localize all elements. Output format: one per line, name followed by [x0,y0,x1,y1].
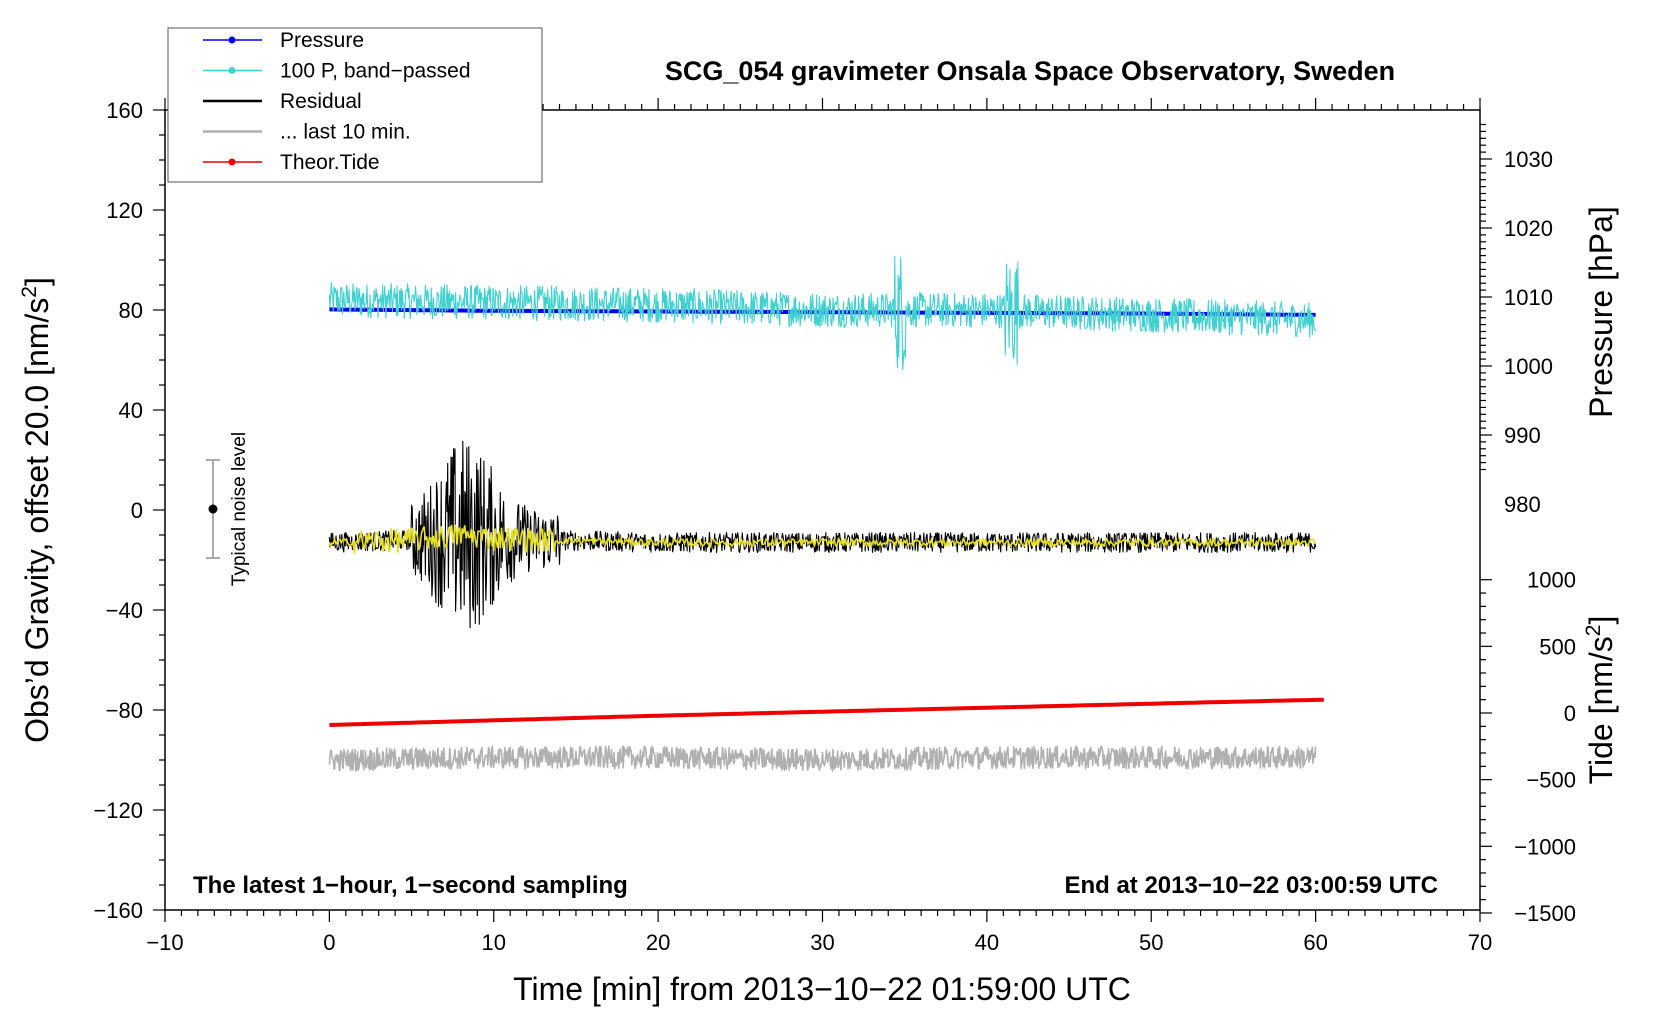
x-tick-label: −10 [146,930,183,955]
tide-tick-label: 500 [1539,634,1576,659]
x-tick-label: 30 [810,930,834,955]
pressure-tick-label: 1030 [1504,147,1553,172]
x-tick-label: 60 [1303,930,1327,955]
series-line [328,255,1317,371]
x-tick-label: 20 [646,930,670,955]
pressure-tick-label: 990 [1504,423,1541,448]
y-left-tick-label: −120 [93,798,143,823]
tide-axis: −1500 −1000 −500 0 500 1000 [1480,568,1576,926]
legend-marker [228,158,236,166]
pressure-tick-label: 1000 [1504,354,1553,379]
x-axis-title: Time [min] from 2013−10−22 01:59:00 UTC [513,971,1131,1007]
x-tick-label: 70 [1468,930,1492,955]
pressure-tick-label: 1020 [1504,216,1553,241]
residual-smoothed-line [328,524,1317,555]
pressure-axis-title: Pressure [hPa] [1583,206,1619,418]
noise-level-indicator: Typical noise level [206,432,250,586]
series-line [328,745,1317,772]
data-layer [328,255,1324,772]
tide-tick-label: 0 [1564,701,1576,726]
legend-label: 100 P, band−passed [280,60,471,83]
series-line [328,440,1317,629]
legend-box [167,27,543,183]
tide-axis-title: Tide [nm/s2] [1582,616,1619,785]
legend-label: ... last 10 min. [280,121,411,144]
legend-label: Residual [280,90,362,113]
chart-title: SCG_054 gravimeter Onsala Space Observat… [665,56,1395,86]
noise-label: Typical noise level [229,432,250,586]
tide-axis-title-sup: 2 [1582,625,1605,637]
legend-label: Pressure [280,29,364,52]
x-tick-label: 10 [482,930,506,955]
pressure-axis: 980 990 1000 1010 1020 1030 [1480,123,1553,517]
noise-dot [208,504,218,514]
annotation-bottom-right: End at 2013−10−22 03:00:59 UTC [1064,872,1438,899]
y-axis-left-title-sup: 2 [18,286,41,298]
y-left-tick-label: 0 [131,498,143,523]
tide-tick-label: −1000 [1514,834,1576,859]
legend-label: Theor.Tide [280,151,380,174]
tide-tick-label: 1000 [1527,568,1576,593]
y-axis-left: −160 −120 −80 −40 0 40 80 120 160 [93,98,165,923]
y-left-tick-label: 160 [106,98,143,123]
x-tick-label: 0 [323,930,335,955]
tide-tick-label: −1500 [1514,901,1576,926]
y-left-tick-label: −160 [93,898,143,923]
legend-marker [228,36,236,44]
x-tick-label: 40 [975,930,999,955]
y-left-tick-label: −40 [106,598,143,623]
tide-tick-label: −500 [1526,768,1576,793]
legend: Pressure 100 P, band−passed Residual ... la… [167,27,543,183]
y-left-tick-label: 40 [119,398,143,423]
series-line [329,697,1324,727]
x-tick-label: 50 [1139,930,1163,955]
legend-marker [228,67,236,74]
y-left-tick-label: 120 [106,198,143,223]
pressure-tick-label: 980 [1504,492,1541,517]
x-axis: −10 0 10 20 30 40 50 60 70 [146,98,1492,955]
pressure-tick-label: 1010 [1504,285,1553,310]
y-axis-left-title: Obs’d Gravity, offset 20.0 [nm/s2] [18,277,55,743]
annotation-bottom-left: The latest 1−hour, 1−second sampling [193,872,628,899]
y-left-tick-label: −80 [106,698,143,723]
y-left-tick-label: 80 [119,298,143,323]
